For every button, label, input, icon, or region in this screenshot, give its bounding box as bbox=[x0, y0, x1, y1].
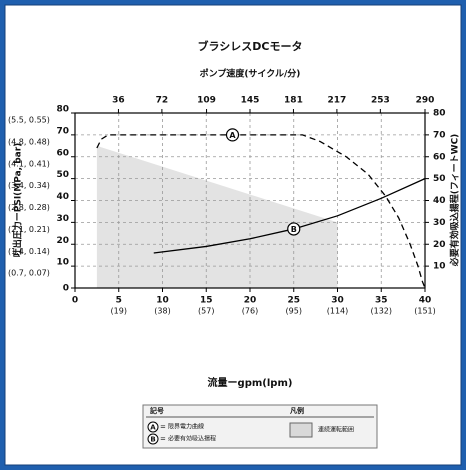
y2-tick-label: 20 bbox=[433, 240, 446, 250]
y-tick-label: 20 bbox=[56, 236, 69, 246]
x-tick-label: 30 bbox=[331, 296, 344, 306]
y2-tick-label: 80 bbox=[433, 109, 446, 119]
y-tick-label: 80 bbox=[56, 105, 69, 115]
x-tick-label: 5 bbox=[116, 296, 122, 306]
y-tick-sublabel: (3.4, 0.34) bbox=[8, 181, 50, 190]
y2-tick-label: 10 bbox=[433, 262, 446, 272]
x2-tick-label: 109 bbox=[197, 96, 216, 106]
y2-tick-label: 70 bbox=[433, 130, 446, 140]
y-tick-sublabel: (4.1, 0.41) bbox=[8, 159, 50, 168]
x-axis-label: 流量ーgpm(lpm) bbox=[208, 376, 293, 389]
legend-header: 凡例 bbox=[290, 406, 304, 415]
legend-separator: = bbox=[160, 435, 166, 443]
x2-tick-label: 145 bbox=[241, 96, 260, 106]
y-tick-label: 30 bbox=[56, 214, 69, 224]
legend-marker: B bbox=[150, 436, 155, 444]
y-tick-sublabel: (4.8, 0.48) bbox=[8, 137, 50, 146]
y-tick-label: 0 bbox=[63, 284, 69, 294]
x-tick-sublabel: (95) bbox=[286, 307, 302, 316]
legend-marker-circle bbox=[147, 421, 159, 433]
y-tick-sublabel: (2.1, 0.21) bbox=[8, 225, 50, 234]
x-tick-sublabel: (38) bbox=[154, 307, 170, 316]
y-tick-label: 70 bbox=[56, 126, 69, 136]
x-tick-sublabel: (114) bbox=[327, 307, 349, 316]
legend-label: 連続運転範囲 bbox=[318, 426, 354, 434]
y-tick-label: 60 bbox=[56, 148, 69, 158]
y2-tick-label: 30 bbox=[433, 218, 446, 228]
x-tick-sublabel: (151) bbox=[414, 307, 436, 316]
x-tick-sublabel: (57) bbox=[198, 307, 214, 316]
y2-tick-label: 40 bbox=[433, 196, 446, 206]
y-tick-label: 50 bbox=[56, 170, 69, 180]
y-tick-sublabel: (5.5, 0.55) bbox=[8, 116, 50, 125]
top-axis-label: ポンプ速度(サイクル/分) bbox=[200, 68, 301, 80]
legend-marker-circle bbox=[147, 433, 159, 445]
x2-tick-label: 36 bbox=[112, 96, 125, 106]
legend-header: 記号 bbox=[150, 406, 164, 415]
y-axis-label: 吐出圧力ーPSI(MPa, bar) bbox=[12, 143, 24, 258]
y2-axis-label: 必要有効吸込揚程(フィートWC) bbox=[449, 134, 461, 268]
series-marker-circle bbox=[287, 222, 301, 236]
legend-separator: = bbox=[160, 423, 166, 431]
y-tick-sublabel: (2.8, 0.28) bbox=[8, 203, 50, 212]
legend-label: 限界電力曲線 bbox=[168, 423, 204, 431]
legend bbox=[142, 404, 378, 449]
legend-marker: A bbox=[150, 424, 156, 432]
series-line bbox=[96, 134, 426, 289]
x-tick-label: 35 bbox=[375, 296, 388, 306]
legend-label: 必要有効吸込揚程 bbox=[168, 435, 216, 443]
series-marker: B bbox=[291, 225, 297, 234]
y-tick-label: 10 bbox=[56, 258, 69, 268]
y-tick-sublabel: (0.7, 0.07) bbox=[8, 269, 50, 278]
legend-box bbox=[142, 404, 378, 449]
x2-tick-label: 181 bbox=[284, 96, 303, 106]
x-tick-label: 40 bbox=[419, 296, 432, 306]
plot-frame bbox=[74, 112, 426, 289]
x-tick-label: 20 bbox=[244, 296, 257, 306]
x-tick-sublabel: (132) bbox=[370, 307, 392, 316]
x-tick-label: 15 bbox=[200, 296, 213, 306]
chart-title: ブラシレスDCモータ bbox=[198, 39, 303, 53]
legend-swatch bbox=[289, 422, 313, 438]
x-tick-sublabel: (76) bbox=[242, 307, 258, 316]
series-marker: A bbox=[229, 131, 236, 140]
x2-tick-label: 72 bbox=[156, 96, 169, 106]
x2-tick-label: 217 bbox=[327, 96, 346, 106]
x-tick-label: 10 bbox=[156, 296, 169, 306]
x2-tick-label: 290 bbox=[416, 96, 435, 106]
x2-tick-label: 253 bbox=[371, 96, 390, 106]
x-tick-label: 0 bbox=[72, 296, 78, 306]
y2-tick-label: 50 bbox=[433, 174, 446, 184]
x-tick-sublabel: (19) bbox=[111, 307, 127, 316]
y2-tick-label: 60 bbox=[433, 152, 446, 162]
series-marker-circle bbox=[225, 128, 240, 142]
y-tick-label: 40 bbox=[56, 192, 69, 202]
x-tick-label: 25 bbox=[287, 296, 300, 306]
y-tick-sublabel: (1.4, 0.14) bbox=[8, 247, 50, 256]
